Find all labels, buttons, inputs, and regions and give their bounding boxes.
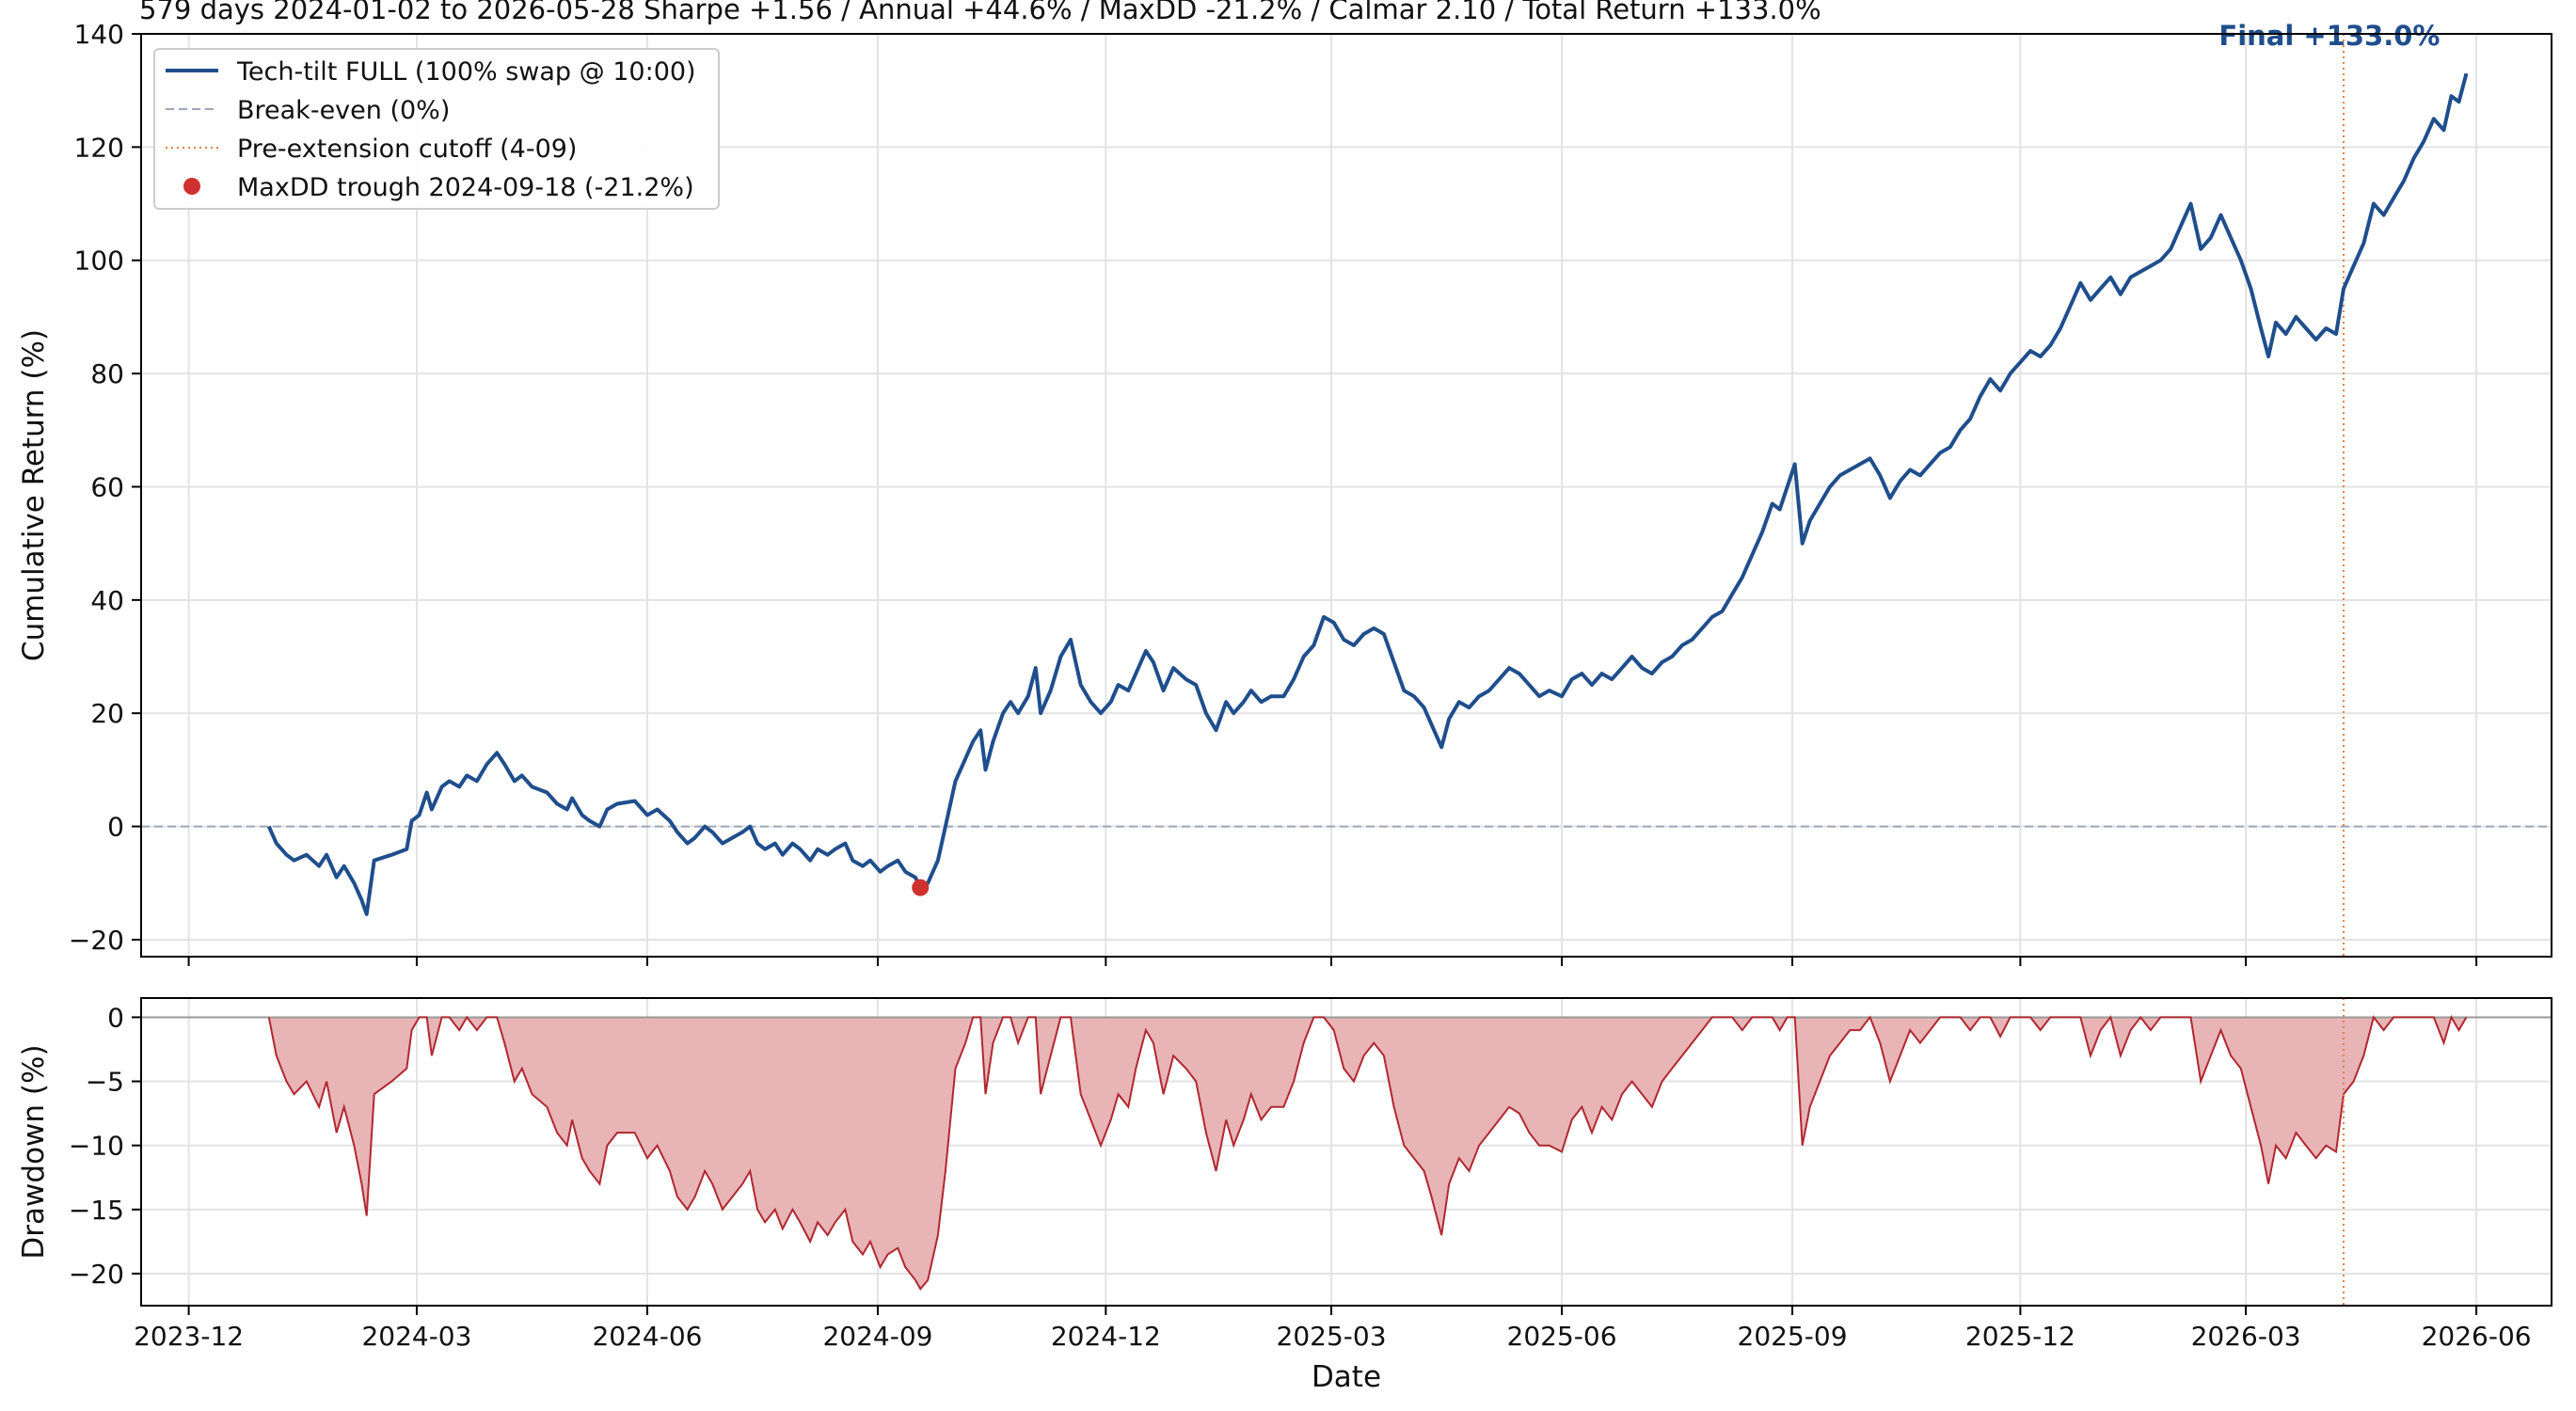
legend-box	[153, 48, 720, 210]
returns-y-tick-label: 100	[74, 246, 124, 277]
maxdd-trough-marker	[912, 879, 930, 896]
date-x-tick-label: 2026-06	[2422, 1321, 2532, 1352]
drawdown-line	[267, 1014, 2468, 1292]
returns-panel: Final +133.0% −20 0 20 40 60 80 100 120 140 Cumu…	[17, 19, 2552, 966]
returns-y-tick-label: 120	[74, 132, 124, 163]
date-x-axis-label: Date	[1312, 1360, 1381, 1394]
returns-reference-lines	[141, 34, 2552, 957]
returns-axes-frame	[140, 33, 2552, 958]
date-x-tick-label: 2024-06	[592, 1321, 702, 1352]
returns-y-tick-label: 0	[107, 812, 124, 843]
drawdown-y-tick-label: 0	[107, 1002, 124, 1033]
legend-label-strategy: Tech-tilt FULL (100% swap @ 10:00)	[236, 57, 696, 87]
date-x-tick-label: 2025-09	[1738, 1321, 1848, 1352]
drawdown-y-tick-label: −5	[86, 1067, 124, 1098]
date-x-tick-label: 2025-12	[1965, 1321, 2075, 1352]
date-x-tick-label: 2026-03	[2191, 1321, 2301, 1352]
returns-y-tick-label: 60	[90, 471, 124, 502]
drawdown-area-fill	[268, 1017, 2467, 1290]
date-x-tick-label: 2024-09	[822, 1321, 932, 1352]
returns-y-axis-label: Cumulative Return (%)	[17, 329, 51, 661]
drawdown-y-tick-label: −10	[69, 1131, 124, 1162]
returns-x-tick-marks	[187, 957, 2478, 966]
legend-marker-swatch	[183, 178, 200, 195]
returns-y-tick-label: 40	[90, 585, 124, 616]
drawdown-y-tick-label: −15	[69, 1195, 124, 1226]
drawdown-y-axis-label: Drawdown (%)	[17, 1044, 51, 1259]
returns-y-tick-label: 140	[74, 19, 124, 50]
returns-y-tick-label: 20	[90, 698, 124, 729]
returns-y-tick-label: 80	[90, 358, 124, 389]
legend-label-break-even: Break-even (0%)	[237, 96, 450, 125]
figure-title: 579 days 2024-01-02 to 2026-05-28 Sharpe…	[139, 0, 1821, 25]
date-x-tick-label: 2024-12	[1051, 1321, 1161, 1352]
final-return-annotation: Final +133.0%	[2218, 20, 2440, 52]
drawdown-axes-frame	[140, 997, 2552, 1307]
returns-y-ticks: −20 0 20 40 60 80 100 120 140	[69, 19, 141, 956]
drawdown-y-tick-label: −20	[69, 1259, 124, 1290]
returns-y-tick-label: −20	[69, 925, 124, 956]
date-x-ticks: 2023-12 2024-03 2024-06 2024-09 2024-12 2025-…	[134, 1306, 2532, 1352]
drawdown-y-ticks: −20 −15 −10 −5 0	[69, 1002, 141, 1290]
cumulative-return-line	[266, 72, 2469, 916]
legend-label-cutoff: Pre-extension cutoff (4-09)	[237, 135, 577, 164]
date-x-tick-label: 2025-03	[1277, 1321, 1387, 1352]
legend: Tech-tilt FULL (100% swap @ 10:00) Break…	[153, 48, 720, 210]
legend-label-trough: MaxDD trough 2024-09-18 (-21.2%)	[237, 173, 694, 202]
date-x-tick-label: 2023-12	[134, 1321, 244, 1352]
date-x-tick-label: 2025-06	[1507, 1321, 1617, 1352]
date-x-tick-label: 2024-03	[361, 1321, 471, 1352]
drawdown-panel: −20 −15 −10 −5 0 2023-12 2024-03 2024-06 2024-0…	[17, 997, 2552, 1394]
